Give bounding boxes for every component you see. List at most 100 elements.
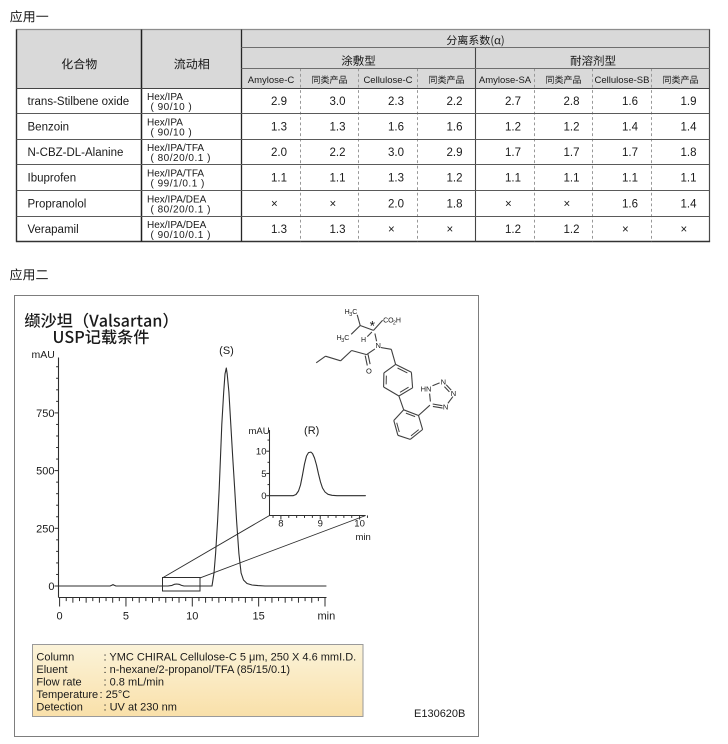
- svg-text:( 80/20/0.1 ): ( 80/20/0.1 ): [151, 204, 211, 215]
- svg-text:2.2: 2.2: [447, 96, 463, 108]
- svg-text:1.4: 1.4: [622, 122, 639, 134]
- svg-text:Column: Column: [36, 651, 74, 663]
- svg-text:×: ×: [681, 224, 688, 236]
- svg-text:1.1: 1.1: [564, 173, 580, 185]
- svg-text:1.6: 1.6: [388, 122, 404, 134]
- svg-text:C: C: [344, 335, 349, 342]
- svg-text:1.8: 1.8: [681, 147, 697, 159]
- svg-text:(S): (S): [219, 345, 234, 357]
- svg-text:HN: HN: [421, 385, 432, 394]
- svg-text:( 99/1/0.1 ): ( 99/1/0.1 ): [151, 178, 205, 189]
- svg-text:( 80/20/0.1 ): ( 80/20/0.1 ): [151, 153, 211, 164]
- svg-text:Amylose-C: Amylose-C: [248, 75, 295, 86]
- svg-text:1.8: 1.8: [447, 199, 463, 211]
- svg-text:H: H: [361, 337, 366, 344]
- svg-text:Hex/IPA/TFA: Hex/IPA/TFA: [147, 143, 204, 154]
- svg-text:min: min: [318, 611, 336, 623]
- svg-text:10: 10: [354, 519, 365, 530]
- svg-text:1.6: 1.6: [622, 199, 638, 211]
- svg-text:2.0: 2.0: [388, 199, 404, 211]
- svg-text:9: 9: [318, 519, 323, 530]
- svg-text:2.2: 2.2: [330, 147, 346, 159]
- svg-text:1.2: 1.2: [564, 122, 580, 134]
- svg-text:3: 3: [341, 338, 344, 344]
- svg-text:1.1: 1.1: [681, 173, 697, 185]
- svg-text:×: ×: [330, 199, 337, 211]
- svg-text:2.0: 2.0: [271, 147, 287, 159]
- svg-text:10: 10: [256, 447, 267, 458]
- svg-text:( 90/10 ): ( 90/10 ): [151, 127, 193, 138]
- svg-text:Hex/IPA: Hex/IPA: [147, 117, 183, 128]
- svg-text:×: ×: [447, 224, 454, 236]
- svg-text:1.2: 1.2: [564, 224, 580, 236]
- svg-text:0: 0: [261, 491, 266, 502]
- svg-text:N: N: [451, 389, 456, 398]
- svg-text:1.7: 1.7: [505, 147, 521, 159]
- svg-text:2.3: 2.3: [388, 96, 404, 108]
- svg-text:1.3: 1.3: [271, 224, 287, 236]
- svg-text:Hex/IPA: Hex/IPA: [147, 92, 183, 103]
- svg-text:Cellulose-SB: Cellulose-SB: [595, 75, 650, 86]
- svg-text:×: ×: [564, 199, 571, 211]
- svg-text:Flow rate: Flow rate: [36, 677, 81, 689]
- svg-text:Temperature: Temperature: [36, 689, 98, 701]
- svg-text:750: 750: [36, 408, 54, 420]
- svg-text:( 90/10/0.1 ): ( 90/10/0.1 ): [151, 230, 211, 241]
- svg-text:8: 8: [278, 519, 283, 530]
- svg-text:Propranolol: Propranolol: [28, 199, 87, 211]
- svg-text:( 90/10 ): ( 90/10 ): [151, 102, 193, 113]
- svg-text:Cellulose-C: Cellulose-C: [363, 75, 412, 86]
- svg-text:Amylose-SA: Amylose-SA: [479, 75, 532, 86]
- svg-text:Detection: Detection: [36, 702, 82, 714]
- svg-text:1.1: 1.1: [505, 173, 521, 185]
- svg-text:(R): (R): [304, 425, 319, 437]
- svg-text:0: 0: [48, 581, 54, 593]
- svg-text:500: 500: [36, 466, 54, 478]
- svg-text:N: N: [441, 378, 446, 387]
- svg-text:C: C: [352, 309, 357, 316]
- svg-text:3.0: 3.0: [330, 96, 346, 108]
- svg-text:2: 2: [393, 320, 396, 326]
- svg-text:2.9: 2.9: [271, 96, 287, 108]
- svg-text:H: H: [396, 317, 401, 324]
- svg-text:Hex/IPA/DEA: Hex/IPA/DEA: [147, 194, 207, 205]
- svg-text:5: 5: [261, 469, 266, 480]
- svg-text:1.1: 1.1: [622, 173, 638, 185]
- svg-text:1.3: 1.3: [330, 122, 346, 134]
- svg-text:1.4: 1.4: [681, 122, 698, 134]
- svg-text:: UV at 230 nm: : UV at 230 nm: [104, 702, 177, 714]
- svg-text:O: O: [366, 367, 372, 376]
- svg-text:N: N: [376, 341, 381, 350]
- svg-text:250: 250: [36, 523, 54, 535]
- svg-text:Eluent: Eluent: [36, 664, 67, 676]
- svg-text:min: min: [356, 532, 371, 543]
- svg-text:E130620B: E130620B: [414, 708, 465, 720]
- svg-text:Benzoin: Benzoin: [28, 122, 70, 134]
- svg-text:1.6: 1.6: [622, 96, 638, 108]
- svg-text:×: ×: [505, 199, 512, 211]
- svg-text:trans-Stilbene oxide: trans-Stilbene oxide: [28, 96, 130, 108]
- svg-text:CO: CO: [383, 317, 394, 324]
- svg-text:15: 15: [253, 611, 265, 623]
- svg-text:1.2: 1.2: [505, 224, 521, 236]
- svg-text:3: 3: [349, 312, 352, 318]
- svg-text:×: ×: [388, 224, 395, 236]
- svg-text:1.9: 1.9: [681, 96, 697, 108]
- svg-text:Verapamil: Verapamil: [28, 224, 79, 236]
- svg-text:Ibuprofen: Ibuprofen: [28, 173, 77, 185]
- svg-text:×: ×: [271, 199, 278, 211]
- svg-text:H: H: [337, 335, 342, 342]
- svg-text:1.7: 1.7: [564, 147, 580, 159]
- svg-text:1.3: 1.3: [271, 122, 287, 134]
- svg-text:1.1: 1.1: [330, 173, 346, 185]
- svg-text:1.2: 1.2: [447, 173, 463, 185]
- svg-text:Hex/IPA/DEA: Hex/IPA/DEA: [147, 220, 207, 231]
- svg-text:N: N: [443, 402, 448, 411]
- svg-text:Hex/IPA/TFA: Hex/IPA/TFA: [147, 168, 204, 179]
- svg-text:×: ×: [622, 224, 629, 236]
- svg-text:1.3: 1.3: [330, 224, 346, 236]
- svg-text:mAU: mAU: [249, 426, 270, 437]
- svg-text:: 0.8 mL/min: : 0.8 mL/min: [104, 677, 165, 689]
- svg-text:1.1: 1.1: [271, 173, 287, 185]
- svg-text:10: 10: [186, 611, 198, 623]
